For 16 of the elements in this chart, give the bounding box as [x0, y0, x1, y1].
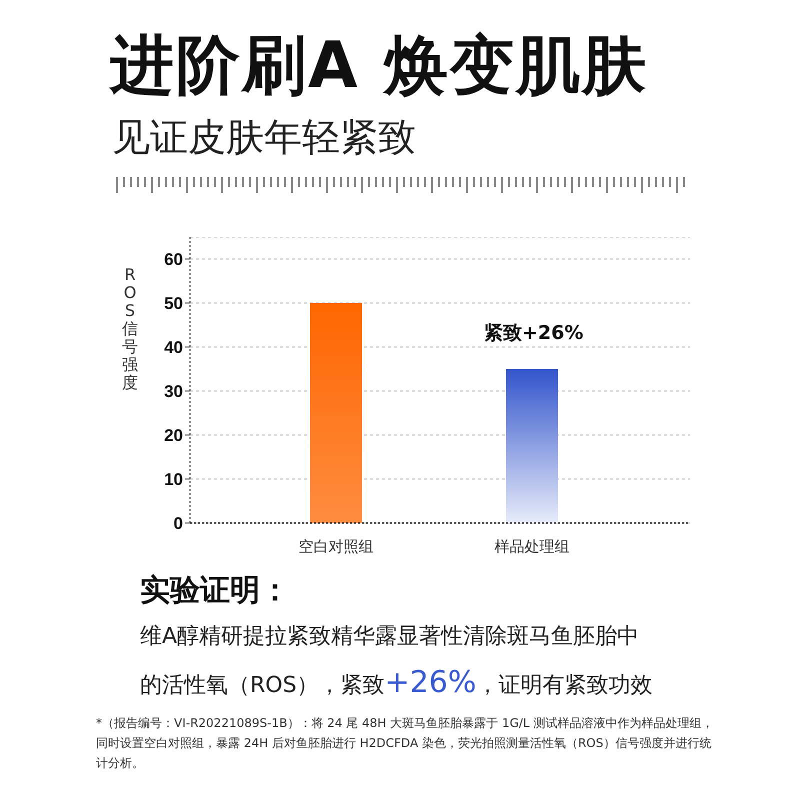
y-tick-label: 20 [164, 426, 183, 446]
chart-title: 进阶刷A 焕变肌肤 [110, 28, 648, 105]
x-tick-label: 空白对照组 [298, 538, 374, 556]
y-tick-label: 60 [164, 250, 183, 270]
y-tick-label: 30 [164, 382, 183, 402]
y-tick-label: 40 [164, 338, 183, 358]
y-tick-label: 50 [164, 294, 183, 314]
text: 维A醇精研提拉紧致精华露显著性清除斑马鱼胚胎中的活性氧（ROS），紧致+26%，证明有紧致功效 [140, 624, 652, 700]
y-tick-label: 10 [164, 470, 183, 490]
y-tick-label: 0 [174, 514, 183, 534]
annotation: 紧致+26% [484, 321, 584, 346]
text: *（报告编号：VI-R20221089S-1B）：将 24 尾 48H 大斑马鱼胚胎暴露于 1G/L 测试样品溶液中作为样品处理组，同时设置空白对照组，暴露 24H 后对鱼胚胎进行 H2DCFDA 染色，荧光拍照测量活性氧（ROS）信号强度并进行统计分析。 [96, 715, 714, 772]
text: 实验证明： [140, 572, 290, 610]
chart-subtitle: 见证皮肤年轻紧致 [112, 114, 416, 161]
x-tick-label: 样品处理组 [494, 538, 570, 556]
y-axis-title: ROS信号强度 [121, 265, 139, 392]
